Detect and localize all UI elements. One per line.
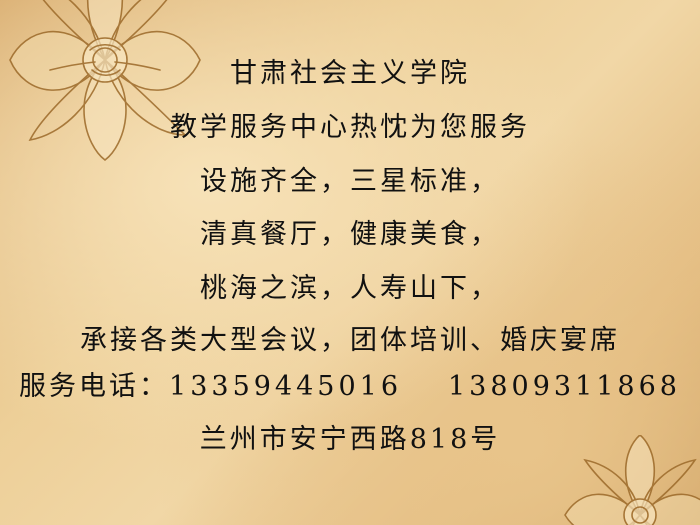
school-title: 甘肃社会主义学院 <box>230 58 470 89</box>
service-center-slogan: 教学服务中心热忱为您服务 <box>170 112 530 143</box>
phone-line: 服务电话：13359445016 13809311868 <box>0 371 700 403</box>
dining-line: 清真餐厅，健康美食， <box>200 219 500 250</box>
phone-number-2: 13809311868 <box>448 371 681 402</box>
phone-number-1: 13359445016 <box>169 371 402 402</box>
address-line: 兰州市安宁西路818号 <box>199 424 501 455</box>
flower-top-left-icon <box>9 0 201 162</box>
services-line: 承接各类大型会议，团体培训、婚庆宴席 <box>80 325 620 356</box>
facilities-line: 设施齐全，三星标准， <box>200 166 500 197</box>
location-line: 桃海之滨，人寿山下， <box>200 273 500 304</box>
flower-bottom-right-icon <box>564 435 700 525</box>
phone-label: 服务电话： <box>19 371 170 402</box>
